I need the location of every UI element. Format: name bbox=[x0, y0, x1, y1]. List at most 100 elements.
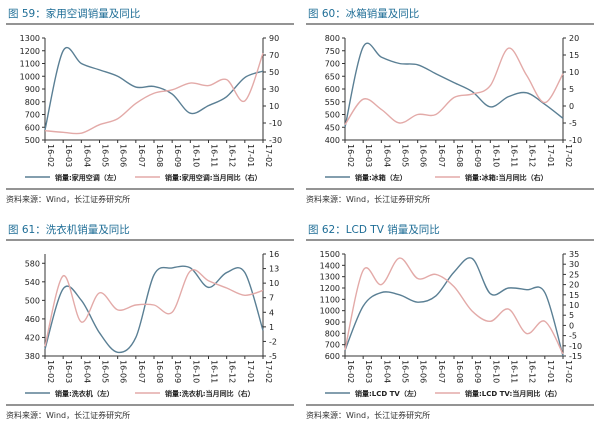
chart-60: 图 60：冰箱销量及同比 400 450 500 550 600 650 700 750 800 -… bbox=[306, 7, 594, 204]
x-tick-label: 16-10 bbox=[491, 144, 500, 167]
right-tick-label: -30 bbox=[269, 136, 282, 145]
x-tick-label: 16-02 bbox=[46, 360, 55, 383]
x-tick-label: 17-01 bbox=[546, 360, 555, 383]
x-tick-label: 16-11 bbox=[210, 360, 219, 383]
x-tick-label: 16-06 bbox=[419, 144, 428, 167]
right-tick-label: 15 bbox=[569, 51, 579, 60]
x-tick-label: 16-03 bbox=[364, 360, 373, 383]
right-tick-label: 90 bbox=[269, 34, 279, 43]
right-tick-label: 13 bbox=[269, 265, 279, 274]
x-tick-label: 16-07 bbox=[437, 144, 446, 167]
series-line-right bbox=[344, 47, 564, 126]
right-tick-label: 70 bbox=[269, 51, 279, 60]
x-tick-label: 16-12 bbox=[228, 360, 237, 383]
x-tick-label: 16-06 bbox=[419, 360, 428, 383]
chart-title: 图 61：洗衣机销量及同比 bbox=[8, 223, 130, 236]
right-tick-label: 10 bbox=[269, 102, 279, 111]
right-tick-label: -5 bbox=[569, 119, 577, 128]
x-tick-label: 16-04 bbox=[382, 360, 391, 383]
right-tick-label: 5 bbox=[569, 85, 574, 94]
left-tick-label: 400 bbox=[325, 136, 340, 145]
x-tick-label: 16-08 bbox=[455, 360, 464, 383]
left-tick-label: 500 bbox=[325, 111, 340, 120]
chart-title: 图 62：LCD TV 销量及同比 bbox=[308, 223, 440, 236]
legend-label: 销量:冰箱（左） bbox=[354, 173, 407, 182]
source-note: 资料来源：Wind，长江证券研究所 bbox=[6, 194, 130, 204]
series-line-left bbox=[44, 265, 264, 354]
x-tick-label: 16-06 bbox=[119, 360, 128, 383]
x-tick-label: 17-02 bbox=[564, 144, 573, 167]
x-tick-label: 16-04 bbox=[82, 144, 91, 167]
chart-panel-59: 图 59：家用空调销量及同比 500 600 700 800 900 1000 1100 120… bbox=[0, 0, 300, 216]
x-tick-label: 16-07 bbox=[437, 360, 446, 383]
x-tick-label: 16-08 bbox=[455, 144, 464, 167]
left-tick-label: 600 bbox=[325, 352, 340, 361]
left-tick-label: 800 bbox=[25, 98, 40, 107]
right-tick-label: 0 bbox=[569, 321, 574, 330]
x-tick-label: 16-08 bbox=[155, 360, 164, 383]
legend-label: 销量:家用空调（左） bbox=[54, 173, 121, 182]
x-tick-label: 16-11 bbox=[510, 144, 519, 167]
series-line-left bbox=[344, 42, 564, 128]
x-tick-label: 16-07 bbox=[137, 360, 146, 383]
left-tick-label: 540 bbox=[25, 278, 40, 287]
series-line-left bbox=[44, 46, 264, 130]
left-tick-label: 1000 bbox=[20, 72, 40, 81]
x-tick-label: 16-04 bbox=[82, 360, 91, 383]
x-tick-label: 17-02 bbox=[264, 360, 273, 383]
left-tick-label: 700 bbox=[25, 111, 40, 120]
right-tick-label: 0 bbox=[569, 102, 574, 111]
x-tick-label: 16-10 bbox=[491, 360, 500, 383]
left-tick-label: 460 bbox=[25, 315, 40, 324]
right-tick-label: 4 bbox=[269, 308, 274, 317]
left-tick-label: 1000 bbox=[320, 307, 340, 316]
right-tick-label: -10 bbox=[569, 342, 582, 351]
x-tick-label: 16-10 bbox=[191, 360, 200, 383]
x-tick-label: 16-03 bbox=[64, 360, 73, 383]
left-tick-label: 550 bbox=[325, 98, 340, 107]
chart-panel-60: 图 60：冰箱销量及同比 400 450 500 550 600 650 700 750 800 -… bbox=[300, 0, 600, 216]
right-tick-label: 35 bbox=[569, 250, 579, 259]
right-tick-label: -2 bbox=[269, 337, 277, 346]
series-line-right bbox=[44, 269, 264, 347]
chart-61: 图 61：洗衣机销量及同比 380 420 460 500 540 580 -5 -2 1 4 7 10… bbox=[6, 223, 294, 420]
chart-59: 图 59：家用空调销量及同比 500 600 700 800 900 1000 1100 120… bbox=[6, 7, 294, 204]
left-tick-label: 580 bbox=[25, 259, 40, 268]
right-tick-label: 50 bbox=[269, 68, 279, 77]
left-tick-label: 1500 bbox=[320, 250, 340, 259]
x-tick-label: 16-09 bbox=[173, 360, 182, 383]
right-tick-label: 10 bbox=[569, 68, 579, 77]
right-tick-label: -15 bbox=[569, 352, 582, 361]
left-tick-label: 500 bbox=[25, 296, 40, 305]
x-tick-label: 17-02 bbox=[264, 144, 273, 167]
right-tick-label: -10 bbox=[569, 136, 582, 145]
x-tick-label: 16-06 bbox=[119, 144, 128, 167]
legend-label: 销量:家用空调:当月同比（右） bbox=[164, 173, 262, 182]
x-tick-label: 16-04 bbox=[382, 144, 391, 167]
x-tick-label: 16-02 bbox=[46, 144, 55, 167]
x-tick-label: 16-12 bbox=[528, 360, 537, 383]
right-tick-label: 10 bbox=[569, 301, 579, 310]
x-tick-label: 16-05 bbox=[401, 144, 410, 167]
left-tick-label: 900 bbox=[325, 318, 340, 327]
left-tick-label: 800 bbox=[325, 329, 340, 338]
left-tick-label: 1100 bbox=[320, 295, 340, 304]
chart-panel-61: 图 61：洗衣机销量及同比 380 420 460 500 540 580 -5 -2 1 4 7 10… bbox=[0, 216, 300, 432]
right-tick-label: 30 bbox=[269, 85, 279, 94]
source-note: 资料来源：Wind，长江证券研究所 bbox=[306, 410, 430, 420]
x-tick-label: 17-01 bbox=[246, 360, 255, 383]
left-tick-label: 500 bbox=[25, 136, 40, 145]
right-tick-label: -5 bbox=[569, 332, 577, 341]
left-tick-label: 1200 bbox=[20, 47, 40, 56]
source-note: 资料来源：Wind，长江证券研究所 bbox=[6, 410, 130, 420]
right-tick-label: -10 bbox=[269, 119, 282, 128]
legend-label: 销量:LCD TV:当月同比（右） bbox=[464, 389, 561, 398]
right-tick-label: 15 bbox=[569, 291, 579, 300]
right-tick-label: 20 bbox=[569, 34, 579, 43]
left-tick-label: 1400 bbox=[320, 261, 340, 270]
left-tick-label: 600 bbox=[25, 123, 40, 132]
right-tick-label: 25 bbox=[569, 270, 579, 279]
left-tick-label: 750 bbox=[325, 47, 340, 56]
left-tick-label: 700 bbox=[325, 341, 340, 350]
